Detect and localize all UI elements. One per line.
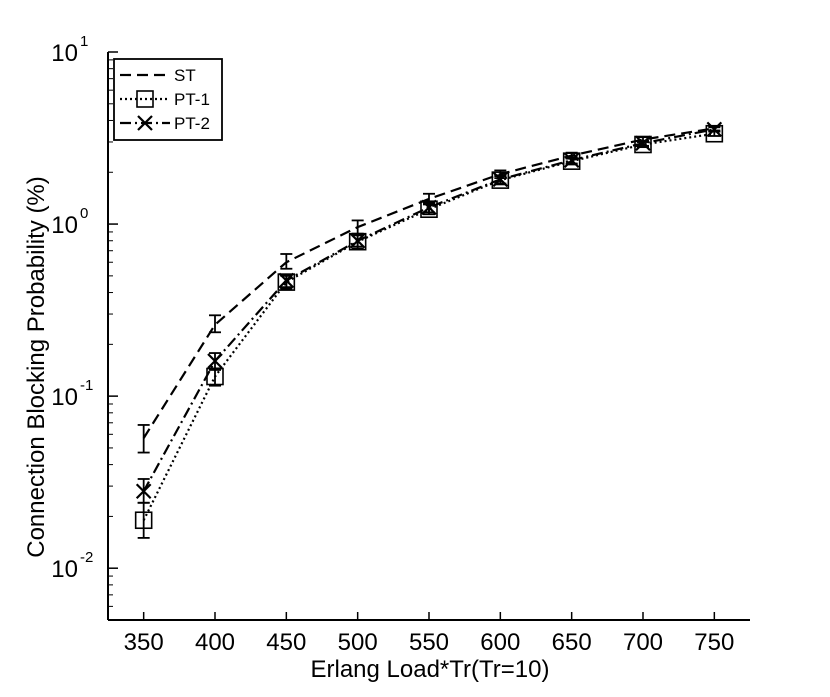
x-marker xyxy=(278,272,295,289)
x-tick-label: 600 xyxy=(480,629,520,656)
legend-label: ST xyxy=(174,66,196,85)
series xyxy=(134,121,724,539)
error-bar xyxy=(209,314,221,334)
x-tick-label: 400 xyxy=(195,629,235,656)
square-marker xyxy=(705,124,724,143)
error-bar xyxy=(209,367,221,387)
x-marker xyxy=(135,483,152,500)
y-tick-exponent: -2 xyxy=(80,549,93,566)
square-marker xyxy=(562,152,581,170)
x-marker xyxy=(492,171,509,188)
error-bar xyxy=(137,424,150,454)
x-tick-label: 700 xyxy=(623,629,663,656)
legend-item-pt-2: PT-2 xyxy=(120,114,210,133)
error-bar xyxy=(351,219,364,235)
y-tick-exponent: -1 xyxy=(80,377,93,394)
legend-label: PT-2 xyxy=(174,114,210,133)
y-tick-label: 10 1 xyxy=(51,33,88,67)
x-tick-label: 550 xyxy=(409,629,449,656)
series-line xyxy=(142,127,715,439)
legend-item-st: ST xyxy=(120,66,196,85)
y-tick-base: 10 xyxy=(51,212,78,239)
error-bar xyxy=(137,501,150,539)
x-marker xyxy=(207,353,223,369)
x-marker xyxy=(563,152,580,168)
x-marker xyxy=(706,121,723,138)
legend: ST PT-1 PT-2 xyxy=(113,58,223,141)
y-tick-label: 10 0 xyxy=(51,205,88,239)
series-st xyxy=(137,125,721,454)
legend-item-pt-1: PT-1 xyxy=(120,90,210,109)
x-tick-label: 650 xyxy=(552,629,592,656)
error-bar xyxy=(280,253,293,270)
x-tick-label: 350 xyxy=(124,629,164,656)
square-marker xyxy=(491,171,510,189)
x-marker xyxy=(635,135,651,152)
y-tick-exponent: 1 xyxy=(80,33,88,50)
square-marker xyxy=(136,90,154,108)
y-tick-base: 10 xyxy=(51,384,78,411)
y-tick-exponent: 0 xyxy=(80,205,88,222)
y-axis-title: Connection Blocking Probability (%) xyxy=(23,176,50,558)
x-axis-title: Erlang Load*Tr(Tr=10) xyxy=(311,656,550,683)
series-pt-1 xyxy=(134,124,724,539)
x-tick-label: 500 xyxy=(338,629,378,656)
legend-label: PT-1 xyxy=(174,90,210,109)
y-tick-base: 10 xyxy=(51,556,78,583)
y-tick-label: 10 -1 xyxy=(51,377,93,411)
x-marker xyxy=(421,199,437,216)
y-tick-base: 10 xyxy=(51,40,78,67)
series-line xyxy=(142,128,715,492)
x-marker xyxy=(137,115,153,131)
x-tick-label: 450 xyxy=(266,629,306,656)
square-marker xyxy=(134,511,153,530)
series-line xyxy=(142,132,715,521)
square-marker xyxy=(420,200,438,219)
series-pt-2 xyxy=(135,121,723,504)
x-marker xyxy=(349,232,366,249)
x-tick-label: 750 xyxy=(694,629,734,656)
y-tick-label: 10 -2 xyxy=(51,549,93,583)
